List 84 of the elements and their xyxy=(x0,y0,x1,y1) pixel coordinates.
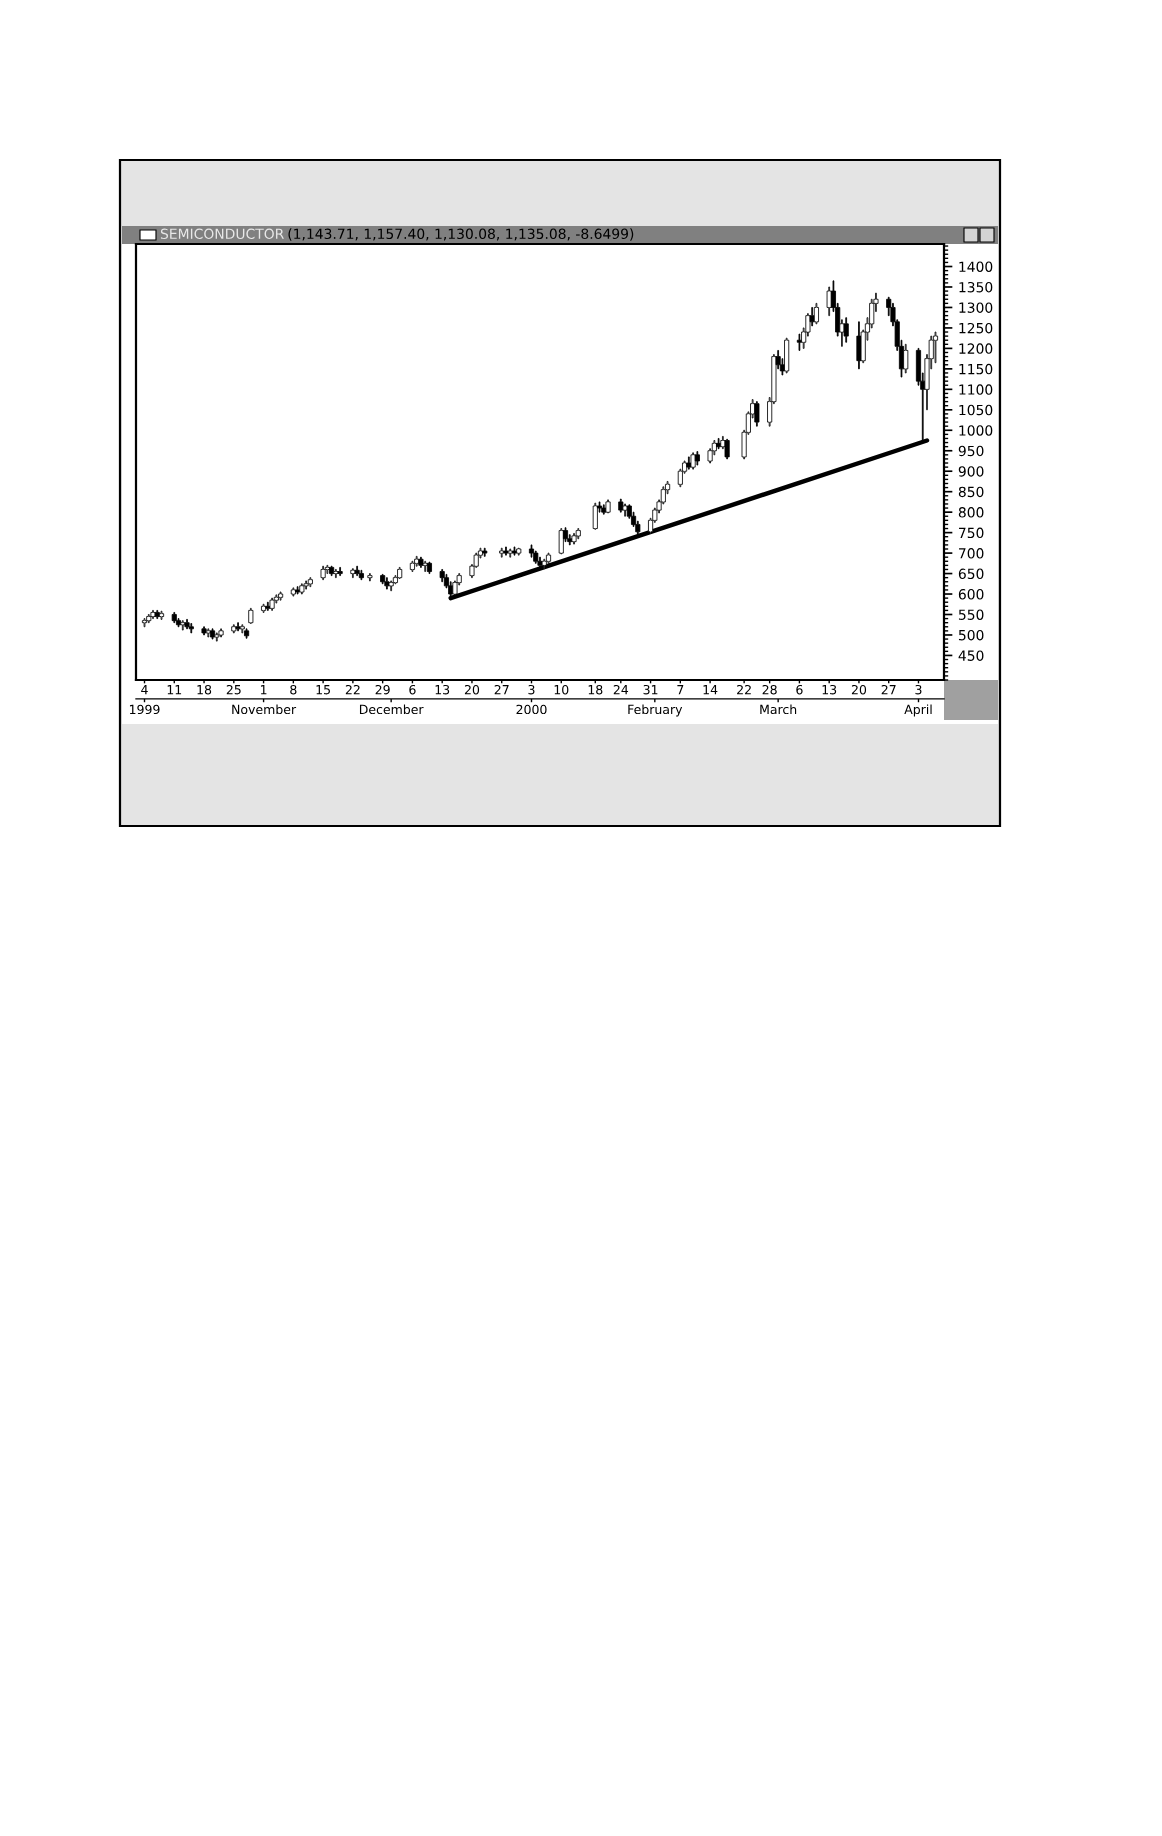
candlestick xyxy=(380,573,386,585)
candlestick xyxy=(533,550,539,564)
candlestick xyxy=(414,555,420,567)
candlestick xyxy=(303,580,309,590)
candlestick xyxy=(307,577,313,588)
candlestick xyxy=(320,565,326,581)
candlestick xyxy=(397,567,403,579)
candlestick xyxy=(269,597,275,611)
candlestick xyxy=(244,628,250,639)
candlestick xyxy=(932,331,939,364)
candlestick xyxy=(150,609,156,620)
candlestick xyxy=(503,546,509,556)
candlestick xyxy=(716,438,722,450)
candlestick xyxy=(571,533,577,545)
candlestick xyxy=(278,591,284,601)
candlestick xyxy=(154,609,160,620)
candlestick xyxy=(324,564,330,574)
candlestick xyxy=(218,628,224,638)
candlestick xyxy=(677,468,683,488)
candlestick xyxy=(813,302,819,325)
candlestick xyxy=(605,499,611,514)
candlestick xyxy=(290,587,296,597)
candlestick xyxy=(903,343,909,374)
candlestick xyxy=(235,622,241,632)
candlestick xyxy=(724,438,730,460)
candlestick xyxy=(528,544,535,558)
candlestick xyxy=(367,573,373,582)
candlestick xyxy=(537,556,543,568)
candlestick xyxy=(261,603,267,613)
candlestick xyxy=(201,626,207,636)
candlestick xyxy=(856,321,862,370)
candlestick xyxy=(843,317,849,343)
candlestick xyxy=(210,628,216,640)
candlestick xyxy=(499,547,505,558)
candlestick xyxy=(295,586,301,595)
candlestick xyxy=(694,451,700,466)
candlestick xyxy=(388,580,394,592)
candlestick xyxy=(141,618,148,628)
candlestick xyxy=(158,610,165,620)
candlestick xyxy=(707,448,713,464)
candlestick xyxy=(592,502,598,530)
candlestick xyxy=(558,528,564,555)
candlestick xyxy=(635,520,641,536)
candlestick xyxy=(214,632,220,642)
candlestick xyxy=(507,548,513,558)
candlestick xyxy=(184,618,190,630)
candlestick xyxy=(392,575,398,585)
candlestick xyxy=(686,456,692,470)
candlestick xyxy=(482,547,488,557)
candlestick xyxy=(231,624,237,634)
candlestick xyxy=(350,568,356,579)
candlestick xyxy=(333,569,339,579)
candlestick xyxy=(384,577,390,590)
candlestick xyxy=(754,401,760,427)
candlestick xyxy=(146,614,152,624)
candlestick xyxy=(422,560,428,572)
candlestick xyxy=(188,623,194,634)
candlestick xyxy=(354,565,360,577)
candlestick xyxy=(626,504,632,519)
candlestick xyxy=(439,569,445,583)
candlestick xyxy=(516,547,522,556)
candlestick xyxy=(690,452,696,470)
candlestick xyxy=(239,624,245,634)
candlestick xyxy=(299,583,305,595)
candlestick xyxy=(265,601,271,611)
candlestick xyxy=(175,618,182,628)
candlestick xyxy=(826,286,832,317)
candlestick xyxy=(205,628,211,638)
candlestick xyxy=(426,561,432,574)
candlestick xyxy=(171,612,177,624)
candlestick xyxy=(511,546,518,556)
candlestick xyxy=(545,552,552,564)
candlestick xyxy=(622,503,628,517)
candlestick xyxy=(711,440,717,456)
candlestick xyxy=(796,333,802,351)
candlestick xyxy=(618,498,624,513)
candlestick xyxy=(273,594,279,604)
candlestick xyxy=(180,620,186,631)
candlestick xyxy=(248,607,254,624)
candlestick xyxy=(575,528,581,540)
candlestick xyxy=(541,558,547,570)
candlestick xyxy=(631,511,637,527)
candlestick xyxy=(418,556,424,568)
candlestick xyxy=(337,567,343,577)
